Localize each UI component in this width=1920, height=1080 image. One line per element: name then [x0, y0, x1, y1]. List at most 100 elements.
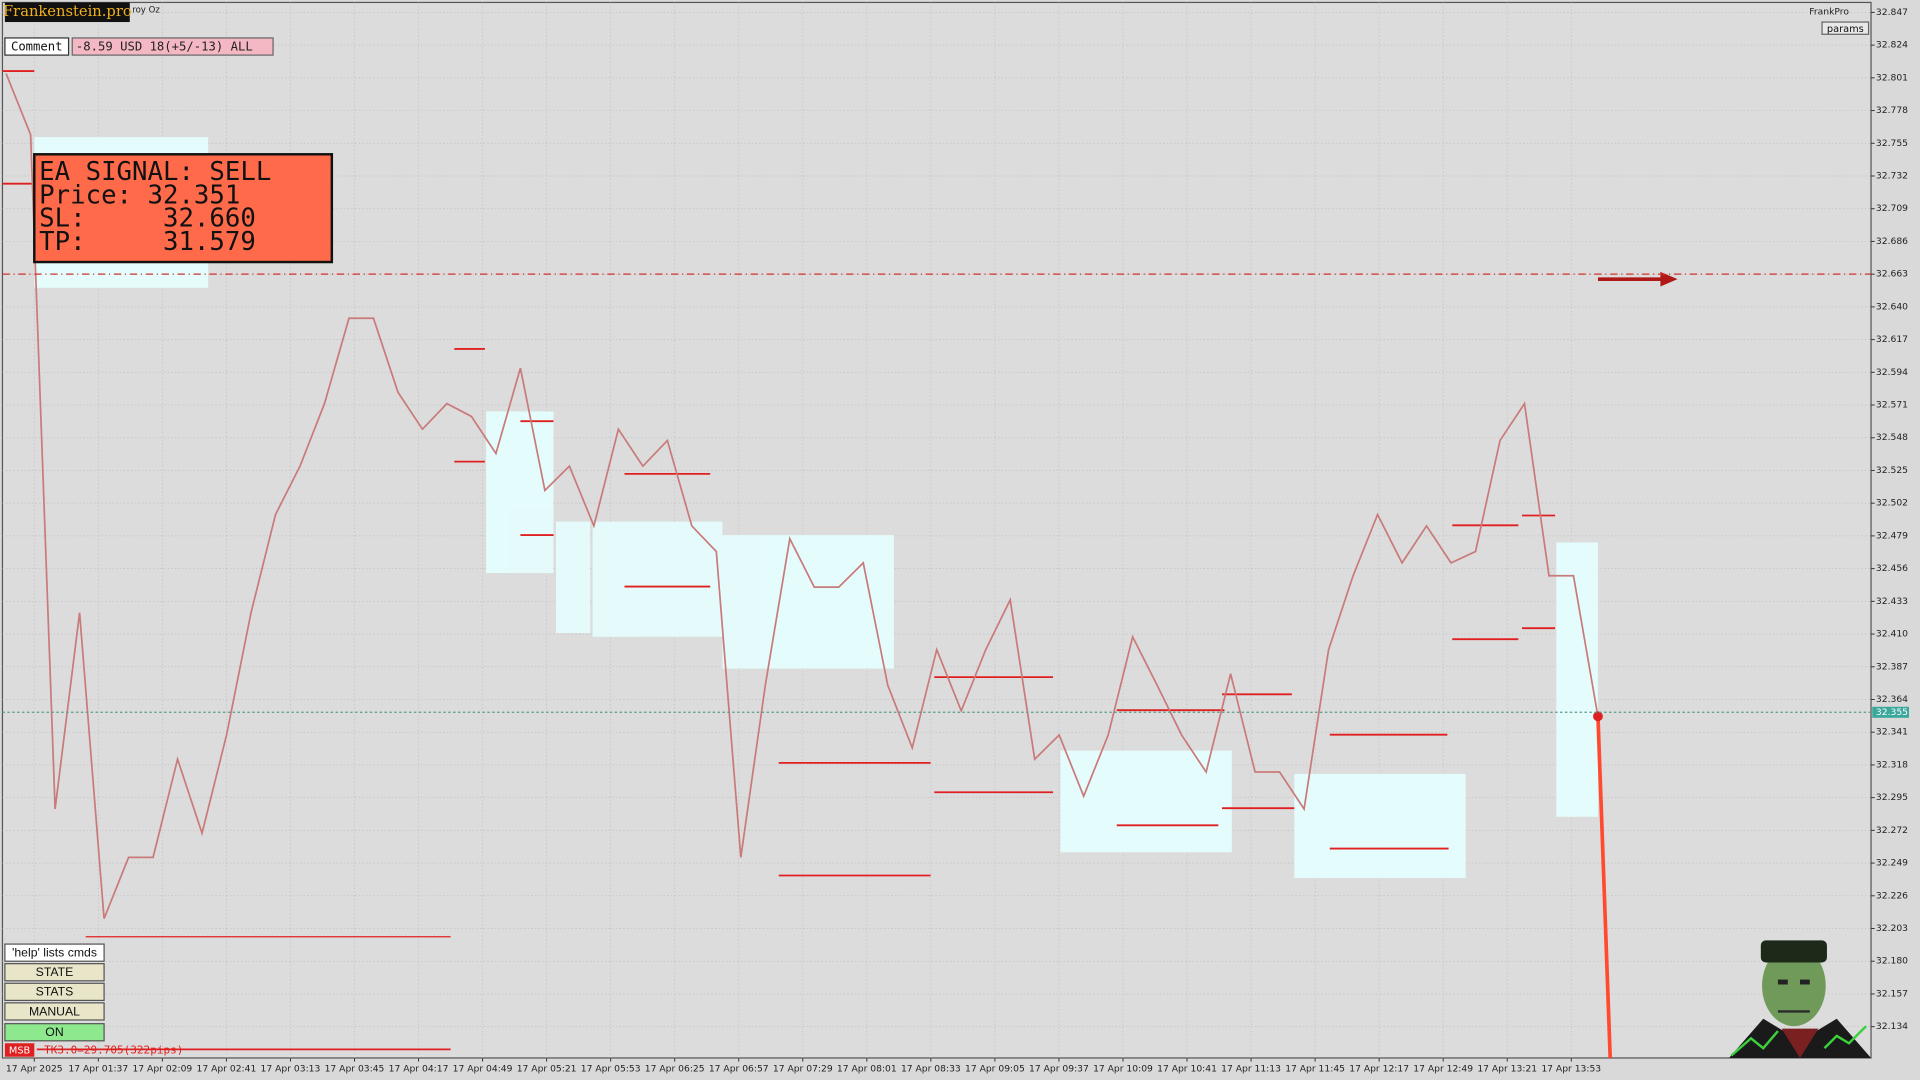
comment-bg	[71, 37, 274, 56]
y-tick-label: 32.824	[1876, 40, 1908, 51]
y-tick-label: 32.433	[1876, 596, 1908, 607]
entry-marker	[1593, 711, 1603, 722]
comment-label-bg	[4, 37, 70, 56]
y-tick-label: 32.571	[1876, 400, 1908, 411]
y-tick-label: 32.318	[1876, 759, 1908, 770]
y-tick-label: 32.525	[1876, 465, 1908, 476]
x-tick-label: 17 Apr 06:57	[709, 1063, 769, 1074]
x-tick-label: 17 Apr 09:05	[965, 1063, 1025, 1074]
logo-bg	[4, 2, 130, 23]
x-tick-label: 17 Apr 05:21	[517, 1063, 577, 1074]
y-tick-label: 32.502	[1876, 498, 1908, 509]
y-tick-label: 32.686	[1876, 236, 1908, 247]
mascot-tie	[1781, 1028, 1819, 1058]
on-button-bg[interactable]	[4, 1023, 105, 1042]
x-tick-label: 17 Apr 02:09	[132, 1063, 192, 1074]
zone	[555, 521, 591, 634]
x-tick-label: 17 Apr 06:25	[645, 1063, 705, 1074]
x-tick-label: 17 Apr 08:33	[901, 1063, 961, 1074]
mascot-eye	[1800, 979, 1810, 985]
x-tick-label: 17 Apr 04:49	[453, 1063, 513, 1074]
y-tick-label: 32.272	[1876, 825, 1908, 836]
price-line	[5, 73, 1599, 919]
status-tag-bg	[4, 1043, 35, 1057]
arrow-head	[1660, 271, 1678, 287]
zone	[722, 535, 894, 669]
y-tick-label: 32.387	[1876, 661, 1908, 672]
mascot-deco	[1730, 1030, 1779, 1057]
comment-text: -8.59 USD 18(+5/-13) ALL	[76, 40, 253, 54]
y-tick-label: 32.157	[1876, 988, 1908, 999]
x-tick-label: 17 Apr 10:41	[1157, 1063, 1217, 1074]
projection-line	[1596, 716, 1613, 1059]
signal-line: EA SIGNAL: SELL	[39, 157, 271, 187]
state-button-bg[interactable]	[4, 963, 105, 982]
x-tick-label: 17 Apr 03:45	[325, 1063, 385, 1074]
comment-label: Comment	[11, 40, 63, 54]
y-tick-label: 32.847	[1876, 7, 1908, 18]
y-tick-label: 32.617	[1876, 334, 1908, 345]
zone	[592, 521, 723, 637]
bid-label-bg	[1872, 706, 1909, 718]
y-tick-label: 32.249	[1876, 858, 1908, 869]
stats-button-bg[interactable]	[4, 982, 105, 1002]
x-tick-label: 17 Apr 08:01	[837, 1063, 897, 1074]
bid-label: 32.355	[1876, 707, 1908, 718]
mascot	[1728, 940, 1872, 1058]
help-text: 'help' lists cmds	[12, 945, 97, 959]
mascot-face	[1762, 945, 1826, 1027]
x-tick-label: 17 Apr 05:53	[581, 1063, 641, 1074]
logo: Frankenstein.pro	[3, 3, 132, 20]
x-tick-label: 17 Apr 07:29	[773, 1063, 833, 1074]
on-button[interactable]: ON	[45, 1025, 63, 1039]
y-tick-label: 32.778	[1876, 105, 1908, 116]
symbol-note: roy Oz	[132, 5, 160, 15]
y-tick-label: 32.640	[1876, 301, 1908, 312]
y-tick-label: 32.456	[1876, 563, 1908, 574]
price-series	[5, 73, 1599, 919]
x-tick-label: 17 Apr 13:21	[1477, 1063, 1537, 1074]
state-button[interactable]: STATE	[36, 965, 74, 979]
y-tick-label: 32.732	[1876, 170, 1908, 181]
x-tick-label: 17 Apr 12:49	[1413, 1063, 1473, 1074]
signal-line: Price: 32.351	[39, 180, 240, 210]
mascot-hair	[1760, 940, 1827, 963]
zone	[1294, 773, 1466, 878]
mascot-deco	[1823, 1025, 1867, 1050]
params-button[interactable]: params	[1827, 24, 1864, 35]
y-tick-label: 32.410	[1876, 629, 1908, 640]
signal-line: SL: 32.660	[39, 204, 256, 234]
signal-line: TP: 31.579	[39, 227, 256, 257]
x-tick-label: 17 Apr 03:13	[261, 1063, 321, 1074]
x-tick-label: 17 Apr 04:17	[389, 1063, 449, 1074]
y-tick-label: 32.801	[1876, 72, 1908, 83]
y-tick-label: 32.364	[1876, 694, 1908, 705]
params-bg[interactable]	[1821, 21, 1870, 35]
x-tick-label: 17 Apr 13:53	[1541, 1063, 1601, 1074]
x-tick-label: 17 Apr 12:17	[1349, 1063, 1409, 1074]
y-tick-label: 32.295	[1876, 792, 1908, 803]
status-tag: MSB	[9, 1046, 31, 1057]
y-tick-label: 32.180	[1876, 956, 1908, 967]
y-tick-label: 32.134	[1876, 1021, 1908, 1032]
y-tick-label: 32.341	[1876, 727, 1908, 738]
manual-button[interactable]: MANUAL	[29, 1004, 80, 1018]
status-text: TK3.0=29.705(322pips)	[44, 1044, 183, 1057]
y-tick-label: 32.709	[1876, 203, 1908, 214]
mascot-eye	[1777, 979, 1788, 985]
zone	[1060, 750, 1232, 853]
manual-button-bg[interactable]	[4, 1002, 105, 1021]
signal-box	[33, 153, 334, 264]
y-tick-label: 32.226	[1876, 890, 1908, 901]
y-tick-label: 32.755	[1876, 138, 1908, 149]
stats-button[interactable]: STATS	[36, 985, 74, 999]
help-bg	[4, 943, 105, 962]
x-tick-label: 17 Apr 10:09	[1093, 1063, 1153, 1074]
x-tick-label: 17 Apr 2025	[6, 1063, 63, 1074]
y-tick-label: 32.663	[1876, 269, 1908, 280]
y-tick-label: 32.479	[1876, 530, 1908, 541]
x-tick-label: 17 Apr 02:41	[197, 1063, 257, 1074]
zone	[486, 411, 554, 574]
